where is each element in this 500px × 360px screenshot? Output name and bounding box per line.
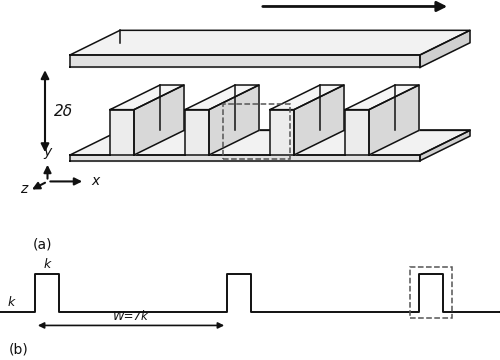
Text: (a): (a): [32, 238, 52, 252]
Text: 2δ: 2δ: [54, 104, 73, 119]
Text: W=7k: W=7k: [113, 310, 149, 323]
Text: (b): (b): [9, 342, 29, 356]
Polygon shape: [185, 85, 259, 110]
Polygon shape: [420, 30, 470, 67]
Polygon shape: [70, 130, 470, 155]
Polygon shape: [110, 85, 184, 110]
Polygon shape: [110, 110, 134, 155]
Text: k: k: [8, 296, 15, 309]
Polygon shape: [185, 110, 209, 155]
Polygon shape: [70, 55, 420, 67]
Polygon shape: [209, 85, 259, 155]
Text: k: k: [44, 258, 51, 271]
Polygon shape: [294, 85, 344, 155]
Polygon shape: [70, 30, 470, 55]
Text: x: x: [91, 175, 99, 188]
Text: y: y: [44, 145, 52, 159]
Polygon shape: [70, 155, 420, 161]
Polygon shape: [345, 85, 419, 110]
Polygon shape: [345, 110, 369, 155]
Polygon shape: [420, 130, 470, 161]
Text: z: z: [20, 182, 28, 196]
Polygon shape: [369, 85, 419, 155]
Polygon shape: [270, 110, 294, 155]
Text: Flow: Flow: [285, 0, 332, 4]
Polygon shape: [134, 85, 184, 155]
Polygon shape: [270, 85, 344, 110]
